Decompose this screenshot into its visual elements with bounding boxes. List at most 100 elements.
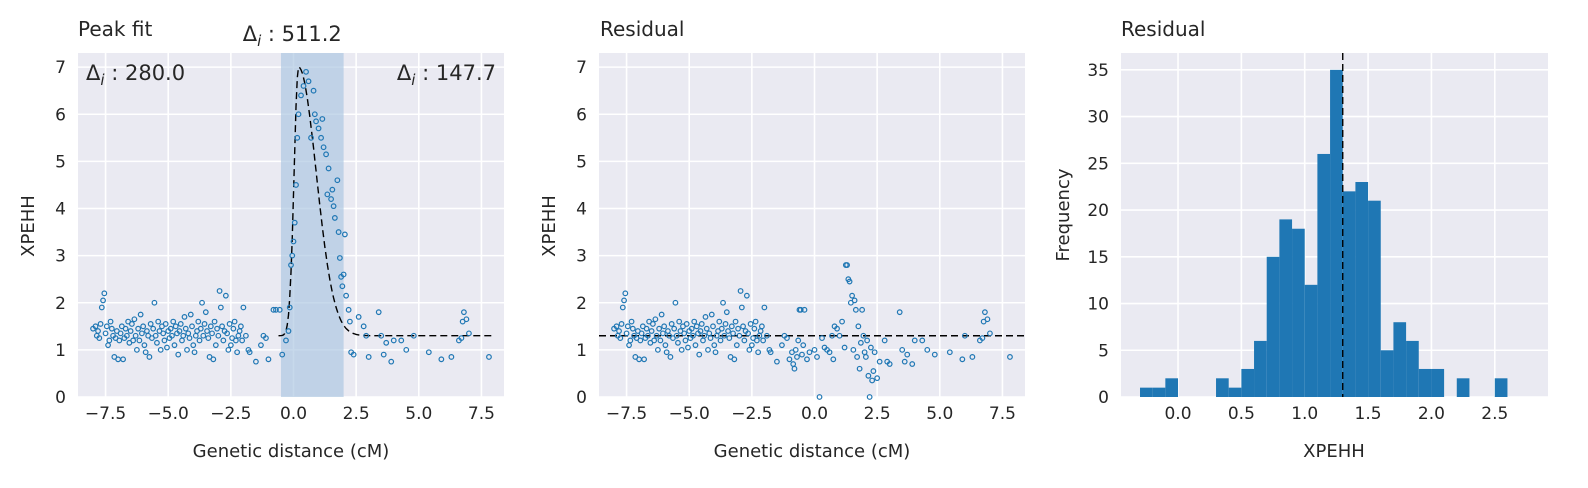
data-point: [657, 337, 664, 344]
data-point: [667, 354, 674, 360]
data-point: [170, 318, 177, 325]
data-point: [133, 346, 140, 353]
data-point: [279, 351, 286, 358]
data-point: [135, 325, 142, 332]
data-point: [829, 332, 835, 339]
y-tick-label: 20: [1087, 201, 1109, 221]
data-point: [717, 337, 724, 344]
data-point: [303, 68, 309, 75]
data-point: [712, 349, 719, 356]
x-tick-label: 1.5: [1355, 404, 1382, 424]
data-point: [735, 325, 741, 332]
data-point: [794, 354, 800, 360]
data-point: [196, 337, 203, 344]
plot-area: −7.5 −5.0 −2.5 0.0 2.5 5.0 7.5 0 1 2 3 4 5 6 7: [576, 53, 1025, 424]
data-point: [331, 215, 338, 221]
data-point: [147, 321, 154, 327]
x-tick-label: 2.0: [1418, 404, 1445, 424]
data-point: [438, 356, 445, 363]
histogram-bar: [1266, 256, 1280, 397]
data-point: [836, 332, 843, 339]
data-point: [175, 351, 182, 358]
histogram-bar: [1342, 191, 1356, 397]
y-axis-label: XPEHH: [18, 195, 39, 257]
y-tick-label: 15: [1087, 248, 1109, 268]
data-point: [881, 337, 888, 344]
data-point: [230, 325, 237, 332]
data-point: [747, 321, 754, 327]
data-point: [463, 316, 470, 323]
data-point: [852, 306, 859, 313]
data-point: [190, 342, 197, 349]
y-tick-label: 25: [1087, 154, 1109, 174]
data-point: [703, 325, 710, 332]
data-point: [984, 316, 991, 323]
data-point: [708, 311, 715, 318]
y-tick-label: 10: [1087, 295, 1109, 315]
data-point: [736, 332, 743, 339]
data-point: [1007, 354, 1013, 360]
data-point: [240, 304, 247, 311]
data-point: [675, 339, 681, 346]
x-tick-label: 0.0: [801, 404, 828, 424]
data-point: [195, 318, 202, 325]
data-point: [767, 349, 774, 356]
data-point: [737, 288, 744, 294]
data-point: [116, 337, 123, 344]
data-point: [755, 349, 762, 356]
plot-area: −7.5 −5.0 −2.5 0.0 2.5 5.0 7.5 0 1 2 3 4 5 6 7: [55, 53, 504, 424]
data-point: [286, 304, 293, 311]
data-point: [328, 196, 334, 202]
data-point: [157, 346, 164, 353]
data-point: [204, 328, 210, 334]
data-point: [270, 306, 277, 313]
x-tick-label: −2.5: [731, 404, 772, 424]
data-point: [854, 354, 861, 360]
data-point: [167, 325, 174, 332]
data-point: [726, 335, 733, 341]
data-point: [841, 344, 848, 351]
data-point: [215, 332, 222, 339]
data-point: [649, 321, 656, 327]
histogram-bar: [1380, 350, 1394, 397]
data-point: [343, 292, 350, 299]
data-point: [461, 309, 467, 316]
histogram-bar: [1368, 200, 1381, 397]
data-point: [628, 318, 635, 325]
data-point: [142, 349, 149, 356]
y-tick-label: 6: [576, 105, 587, 125]
data-point: [651, 337, 658, 344]
data-point: [310, 87, 317, 94]
data-point: [681, 330, 688, 337]
data-point: [806, 349, 813, 356]
data-point: [648, 328, 655, 334]
data-point: [799, 351, 805, 358]
data-point: [839, 318, 845, 325]
x-axis-label: XPEHH: [1303, 441, 1365, 462]
data-point: [177, 321, 184, 327]
data-point: [189, 323, 195, 330]
data-point: [814, 354, 820, 360]
data-point: [201, 321, 208, 327]
histogram-bar: [1254, 340, 1267, 397]
data-point: [693, 323, 700, 330]
data-point: [987, 330, 993, 337]
data-point: [860, 332, 867, 339]
data-point: [946, 349, 953, 356]
data-point: [696, 351, 703, 358]
data-point: [103, 323, 110, 330]
data-point: [106, 337, 113, 344]
y-tick-label: 5: [55, 152, 66, 172]
data-point: [718, 325, 725, 332]
data-point: [690, 332, 696, 339]
data-point: [220, 337, 227, 344]
y-tick-label: 7: [576, 58, 587, 78]
data-point: [172, 323, 179, 330]
data-point: [152, 332, 159, 339]
data-point: [811, 346, 818, 353]
data-point: [182, 325, 189, 332]
data-point: [761, 304, 768, 311]
data-point: [308, 134, 314, 141]
x-axis-label: Genetic distance (cM): [714, 441, 911, 462]
data-point: [876, 358, 883, 365]
